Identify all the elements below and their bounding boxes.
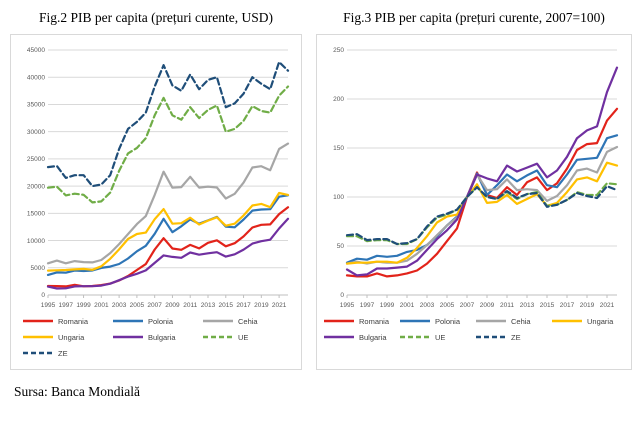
svg-text:1999: 1999 — [380, 302, 395, 309]
legend-item-cehia: Cehia — [202, 314, 290, 328]
legend-label: Cehia — [238, 316, 258, 326]
svg-text:2003: 2003 — [420, 302, 435, 309]
fig2-chart-panel: 0 5000 10000 15000 20000 25000 30000 35000 40000… — [10, 34, 302, 370]
figure-fig2: Fig.2 PIB per capita (prețuri curente, U… — [10, 8, 302, 370]
svg-text:1999: 1999 — [76, 302, 91, 309]
fig2-title: Fig.2 PIB per capita (prețuri curente, U… — [39, 10, 273, 25]
legend-item-ungaria: Ungaria — [22, 330, 110, 344]
svg-text:2017: 2017 — [236, 302, 251, 309]
svg-text:1995: 1995 — [41, 302, 56, 309]
svg-text:2015: 2015 — [540, 302, 555, 309]
svg-text:2009: 2009 — [480, 302, 495, 309]
svg-text:50: 50 — [337, 243, 345, 250]
legend-item-bulgaria: Bulgaria — [112, 330, 200, 344]
svg-text:2001: 2001 — [400, 302, 415, 309]
legend-label: Cehia — [511, 316, 531, 326]
legend-item-polonia: Polonia — [399, 314, 473, 328]
legend-label: UE — [238, 332, 249, 342]
legend-label: Romania — [58, 316, 89, 326]
svg-text:2013: 2013 — [520, 302, 535, 309]
svg-text:2021: 2021 — [600, 302, 615, 309]
fig3-legend: Romania Polonia Cehia Ungaria Bulgaria UE ZE — [323, 314, 625, 344]
legend-label: Polonia — [435, 316, 461, 326]
svg-text:2001: 2001 — [94, 302, 109, 309]
legend-swatch-icon — [400, 335, 430, 339]
svg-text:35000: 35000 — [27, 102, 45, 109]
legend-label: Bulgaria — [148, 332, 176, 342]
svg-text:30000: 30000 — [27, 129, 45, 136]
svg-text:2005: 2005 — [440, 302, 455, 309]
legend-item-ze: ZE — [475, 330, 549, 344]
legend-swatch-icon — [23, 351, 53, 355]
svg-text:2011: 2011 — [183, 302, 197, 309]
legend-swatch-icon — [23, 335, 53, 339]
fig3-title: Fig.3 PIB per capita (prețuri curente, 2… — [343, 10, 605, 25]
svg-text:2003: 2003 — [112, 302, 127, 309]
svg-text:2015: 2015 — [219, 302, 234, 309]
svg-text:2007: 2007 — [460, 302, 475, 309]
legend-swatch-icon — [203, 319, 233, 323]
svg-text:40000: 40000 — [27, 74, 45, 81]
svg-text:25000: 25000 — [27, 156, 45, 163]
svg-text:2005: 2005 — [130, 302, 145, 309]
svg-text:2013: 2013 — [201, 302, 216, 309]
svg-text:2019: 2019 — [254, 302, 269, 309]
legend-swatch-icon — [113, 319, 143, 323]
svg-text:0: 0 — [340, 292, 344, 299]
legend-label: Ungaria — [58, 332, 85, 342]
legend-item-cehia: Cehia — [475, 314, 549, 328]
figure-fig3: Fig.3 PIB per capita (prețuri curente, 2… — [316, 8, 632, 370]
legend-label: UE — [435, 332, 446, 342]
legend-label: ZE — [511, 332, 521, 342]
legend-item-ungaria: Ungaria — [551, 314, 625, 328]
source-note: Sursa: Banca Mondială — [14, 384, 140, 399]
legend-item-ue: UE — [399, 330, 473, 344]
svg-text:20000: 20000 — [27, 183, 45, 190]
svg-text:150: 150 — [333, 145, 344, 152]
svg-text:0: 0 — [41, 292, 45, 299]
legend-item-bulgaria: Bulgaria — [323, 330, 397, 344]
legend-swatch-icon — [476, 319, 506, 323]
svg-text:45000: 45000 — [27, 47, 45, 54]
legend-swatch-icon — [203, 335, 233, 339]
legend-swatch-icon — [552, 319, 582, 323]
svg-text:100: 100 — [333, 194, 344, 201]
fig2-chart-svg: 0 5000 10000 15000 20000 25000 30000 35000 40000… — [27, 47, 290, 309]
legend-item-polonia: Polonia — [112, 314, 200, 328]
legend-label: Romania — [359, 316, 390, 326]
svg-text:10000: 10000 — [27, 238, 45, 245]
svg-text:1997: 1997 — [360, 302, 375, 309]
fig3-chart-svg: 0 50 100 150 200 250 1995 1997 1999 2001 2003 2005 2… — [333, 47, 619, 309]
legend-swatch-icon — [324, 319, 354, 323]
legend-swatch-icon — [23, 319, 53, 323]
svg-text:200: 200 — [333, 96, 344, 103]
svg-text:2021: 2021 — [272, 302, 287, 309]
legend-label: ZE — [58, 348, 68, 358]
legend-swatch-icon — [476, 335, 506, 339]
svg-text:2017: 2017 — [560, 302, 575, 309]
legend-label: Ungaria — [587, 316, 614, 326]
svg-text:15000: 15000 — [27, 211, 45, 218]
fig2-legend: Romania Polonia Cehia Ungaria Bulgaria UE ZE — [22, 314, 290, 360]
charts-row: Fig.2 PIB per capita (prețuri curente, U… — [10, 8, 632, 370]
legend-item-ue: UE — [202, 330, 290, 344]
svg-text:2019: 2019 — [580, 302, 595, 309]
legend-item-romania: Romania — [323, 314, 397, 328]
legend-swatch-icon — [400, 319, 430, 323]
svg-text:1995: 1995 — [340, 302, 355, 309]
legend-item-ze: ZE — [22, 346, 110, 360]
legend-label: Bulgaria — [359, 332, 387, 342]
svg-text:2009: 2009 — [165, 302, 180, 309]
svg-text:2007: 2007 — [147, 302, 162, 309]
svg-text:250: 250 — [333, 47, 344, 54]
legend-item-romania: Romania — [22, 314, 110, 328]
legend-swatch-icon — [113, 335, 143, 339]
legend-label: Polonia — [148, 316, 174, 326]
svg-text:1997: 1997 — [59, 302, 74, 309]
svg-text:2011: 2011 — [500, 302, 514, 309]
legend-swatch-icon — [324, 335, 354, 339]
svg-text:5000: 5000 — [31, 265, 46, 272]
fig3-chart-panel: 0 50 100 150 200 250 1995 1997 1999 2001 2003 2005 2… — [316, 34, 632, 370]
